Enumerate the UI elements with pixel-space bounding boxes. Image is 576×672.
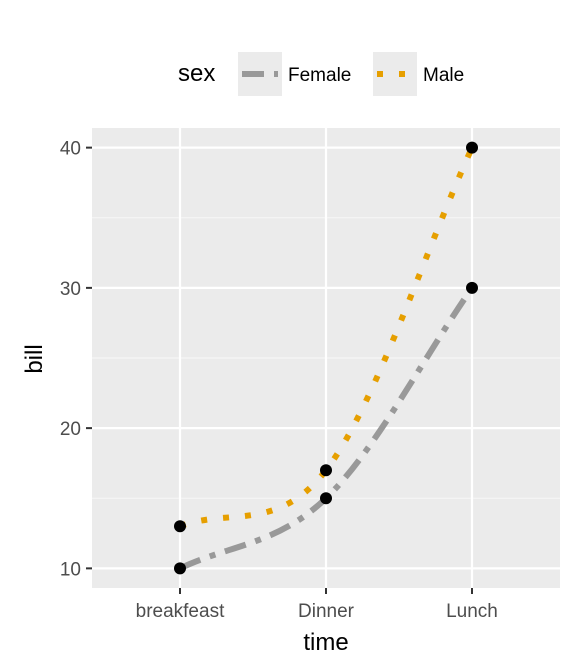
legend-label: Male bbox=[423, 65, 464, 86]
x-tick-label: breakfeast bbox=[136, 601, 225, 622]
legend-title: sex bbox=[178, 60, 215, 87]
y-axis-title: bill bbox=[21, 344, 48, 373]
data-point-male bbox=[320, 464, 332, 477]
x-tick-label: Lunch bbox=[446, 601, 498, 622]
x-tick-label: Dinner bbox=[298, 601, 355, 622]
x-axis-title: time bbox=[303, 629, 348, 656]
data-point-female bbox=[320, 492, 332, 505]
data-point-male bbox=[466, 141, 478, 154]
legend: sex Female Male bbox=[178, 52, 464, 96]
y-tick-label: 20 bbox=[60, 419, 81, 440]
y-tick-label: 10 bbox=[60, 559, 81, 580]
legend-item-male: Male bbox=[373, 52, 464, 96]
y-tick-label: 40 bbox=[60, 139, 81, 160]
data-point-female bbox=[174, 562, 186, 575]
series-line-female bbox=[178, 286, 475, 572]
legend-item-female: Female bbox=[238, 52, 351, 96]
legend-label: Female bbox=[288, 65, 351, 86]
data-point-female bbox=[466, 281, 478, 294]
data-point-male bbox=[174, 520, 186, 533]
y-tick-label: 30 bbox=[60, 279, 81, 300]
